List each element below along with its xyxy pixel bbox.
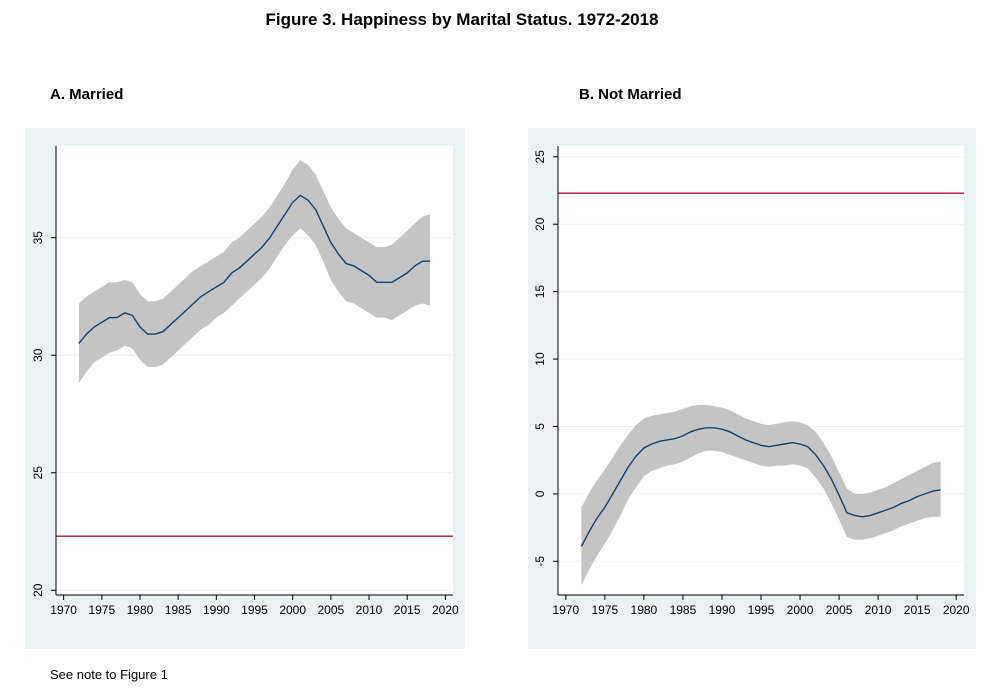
series-line xyxy=(580,427,941,547)
x-tick-label: 1975 xyxy=(591,603,618,617)
x-tick-label: 1970 xyxy=(50,603,77,617)
x-tick-label: 1970 xyxy=(552,603,579,617)
panel-b-title: B. Not Married xyxy=(579,86,682,103)
y-tick-label: 0 xyxy=(533,490,547,497)
x-tick-label: 2015 xyxy=(394,603,421,617)
x-tick-label: 1995 xyxy=(241,603,268,617)
panel-a-title: A. Married xyxy=(50,86,124,103)
plot-area xyxy=(56,146,453,595)
chart-not-married: -5 0 5 10 15 20 25 1970 1975 1980 1985 1990 1995 2000… xyxy=(533,146,970,617)
x-tick-label: 1995 xyxy=(748,603,775,617)
x-tick-label: 1980 xyxy=(127,603,154,617)
x-tick-label: 1985 xyxy=(165,603,192,617)
figure-note: See note to Figure 1 xyxy=(50,667,168,682)
y-tick-label: 25 xyxy=(31,466,45,480)
y-tick-label: -5 xyxy=(533,556,547,567)
x-tick-label: 2000 xyxy=(279,603,306,617)
chart-married: 20 25 30 35 1970 1975 1980 1985 1990 1995 2000 2005… xyxy=(31,146,459,617)
series-line xyxy=(78,194,431,344)
figure-title: Figure 3. Happiness by Marital Status. 1… xyxy=(265,10,659,29)
plot-area xyxy=(558,146,964,595)
confidence-band xyxy=(581,404,941,586)
y-tick-label: 15 xyxy=(533,285,547,299)
x-tick-label: 1990 xyxy=(709,603,736,617)
x-tick-label: 2005 xyxy=(826,603,853,617)
x-tick-label: 2020 xyxy=(432,603,459,617)
x-tick-label: 2010 xyxy=(865,603,892,617)
x-tick-label: 1985 xyxy=(670,603,697,617)
x-tick-label: 2005 xyxy=(317,603,344,617)
y-tick-label: 5 xyxy=(533,423,547,430)
x-tick-label: 1990 xyxy=(203,603,230,617)
y-tick-label: 30 xyxy=(31,348,45,362)
chart-panel-married: 20 25 30 35 1970 1975 1980 1985 1990 1995 2000 2005… xyxy=(25,128,465,649)
x-tick-label: 1980 xyxy=(631,603,658,617)
y-tick-label: 10 xyxy=(533,352,547,366)
x-tick-label: 1975 xyxy=(88,603,115,617)
x-tick-label: 2010 xyxy=(356,603,383,617)
x-tick-label: 2000 xyxy=(787,603,814,617)
y-tick-label: 25 xyxy=(533,150,547,164)
y-tick-label: 20 xyxy=(533,217,547,231)
x-tick-label: 2015 xyxy=(904,603,931,617)
chart-panel-not-married: -5 0 5 10 15 20 25 1970 1975 1980 1985 1990 1995 2000… xyxy=(528,128,976,649)
y-tick-label: 20 xyxy=(31,583,45,597)
y-tick-label: 35 xyxy=(31,231,45,245)
x-tick-label: 2020 xyxy=(943,603,970,617)
